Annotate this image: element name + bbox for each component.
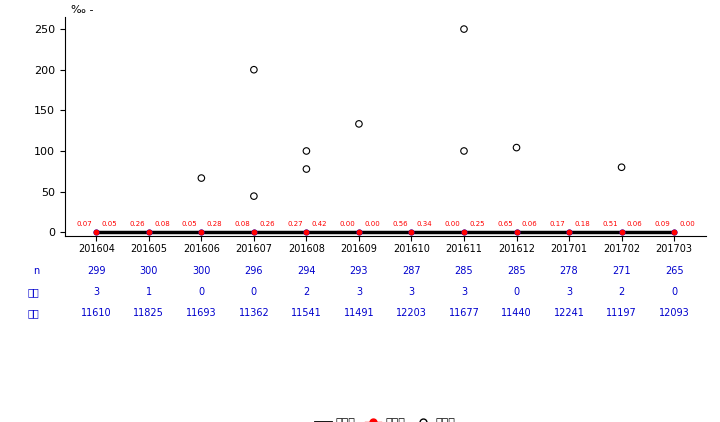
Text: 11491: 11491	[343, 308, 374, 318]
Text: 0.26: 0.26	[130, 221, 145, 227]
Point	[196, 229, 207, 235]
Text: 0.18: 0.18	[575, 221, 590, 227]
Text: 293: 293	[350, 266, 368, 276]
Point	[668, 229, 680, 235]
Legend: 中央値, 平均値, 外れ値: 中央値, 平均値, 外れ値	[310, 414, 460, 422]
Point	[143, 229, 155, 235]
Text: 0.17: 0.17	[549, 221, 565, 227]
Text: 2: 2	[618, 287, 625, 297]
Text: 3: 3	[566, 287, 572, 297]
Point	[143, 229, 155, 235]
Text: 3: 3	[94, 287, 99, 297]
Text: 300: 300	[192, 266, 210, 276]
Point	[196, 175, 207, 181]
Point	[354, 229, 365, 235]
Text: 0.08: 0.08	[235, 221, 251, 227]
Text: 3: 3	[408, 287, 415, 297]
Point	[458, 229, 469, 235]
Point	[301, 166, 312, 173]
Text: 0: 0	[513, 287, 520, 297]
Text: 299: 299	[87, 266, 106, 276]
Point	[91, 229, 102, 235]
Point	[248, 66, 260, 73]
Text: 0.51: 0.51	[602, 221, 618, 227]
Point	[616, 229, 627, 235]
Text: 0.65: 0.65	[497, 221, 513, 227]
Text: 294: 294	[297, 266, 315, 276]
Point	[510, 229, 522, 235]
Text: 0: 0	[198, 287, 204, 297]
Point	[668, 229, 680, 235]
Text: 0.28: 0.28	[207, 221, 222, 227]
Text: 0: 0	[251, 287, 257, 297]
Text: 分子: 分子	[28, 287, 40, 297]
Text: 3: 3	[461, 287, 467, 297]
Text: 0.00: 0.00	[364, 221, 380, 227]
Point	[91, 229, 102, 235]
Text: 285: 285	[507, 266, 526, 276]
Text: 0.06: 0.06	[522, 221, 538, 227]
Point	[563, 229, 575, 235]
Text: 11541: 11541	[291, 308, 322, 318]
Text: 0.09: 0.09	[654, 221, 670, 227]
Text: 12093: 12093	[659, 308, 690, 318]
Point	[616, 229, 627, 235]
Point	[458, 148, 469, 154]
Point	[301, 229, 312, 235]
Point	[248, 229, 260, 235]
Text: 0.00: 0.00	[340, 221, 355, 227]
Text: 3: 3	[356, 287, 362, 297]
Point	[354, 229, 365, 235]
Text: 287: 287	[402, 266, 420, 276]
Text: 0.42: 0.42	[312, 221, 328, 227]
Text: 0.00: 0.00	[444, 221, 460, 227]
Point	[563, 229, 575, 235]
Text: 0.08: 0.08	[154, 221, 170, 227]
Text: n: n	[33, 266, 40, 276]
Text: 0.06: 0.06	[627, 221, 642, 227]
Text: 11440: 11440	[501, 308, 532, 318]
Point	[196, 229, 207, 235]
Text: 265: 265	[665, 266, 683, 276]
Text: 0.27: 0.27	[287, 221, 302, 227]
Text: ‰ -: ‰ -	[71, 5, 94, 15]
Text: 296: 296	[245, 266, 263, 276]
Text: 0.00: 0.00	[680, 221, 695, 227]
Text: 分母: 分母	[28, 308, 40, 318]
Text: 0.05: 0.05	[182, 221, 197, 227]
Point	[458, 26, 469, 32]
Point	[405, 229, 417, 235]
Point	[458, 229, 469, 235]
Text: 271: 271	[612, 266, 631, 276]
Point	[301, 229, 312, 235]
Text: 0.25: 0.25	[469, 221, 485, 227]
Text: 11197: 11197	[606, 308, 637, 318]
Text: 11693: 11693	[186, 308, 217, 318]
Text: 12203: 12203	[396, 308, 427, 318]
Text: 1: 1	[145, 287, 152, 297]
Text: 0: 0	[671, 287, 677, 297]
Text: 11610: 11610	[81, 308, 112, 318]
Text: 278: 278	[559, 266, 578, 276]
Point	[405, 229, 417, 235]
Point	[301, 148, 312, 154]
Text: 0.07: 0.07	[77, 221, 93, 227]
Point	[616, 164, 627, 170]
Text: 0.26: 0.26	[259, 221, 275, 227]
Point	[510, 229, 522, 235]
Text: 0.34: 0.34	[417, 221, 433, 227]
Text: 300: 300	[140, 266, 158, 276]
Point	[354, 121, 365, 127]
Text: 11825: 11825	[133, 308, 164, 318]
Text: 0.56: 0.56	[392, 221, 408, 227]
Text: 285: 285	[454, 266, 473, 276]
Point	[248, 229, 260, 235]
Point	[248, 193, 260, 200]
Text: 2: 2	[303, 287, 310, 297]
Text: 0.05: 0.05	[102, 221, 117, 227]
Text: 11677: 11677	[449, 308, 480, 318]
Point	[510, 144, 522, 151]
Text: 11362: 11362	[238, 308, 269, 318]
Text: 12241: 12241	[554, 308, 585, 318]
